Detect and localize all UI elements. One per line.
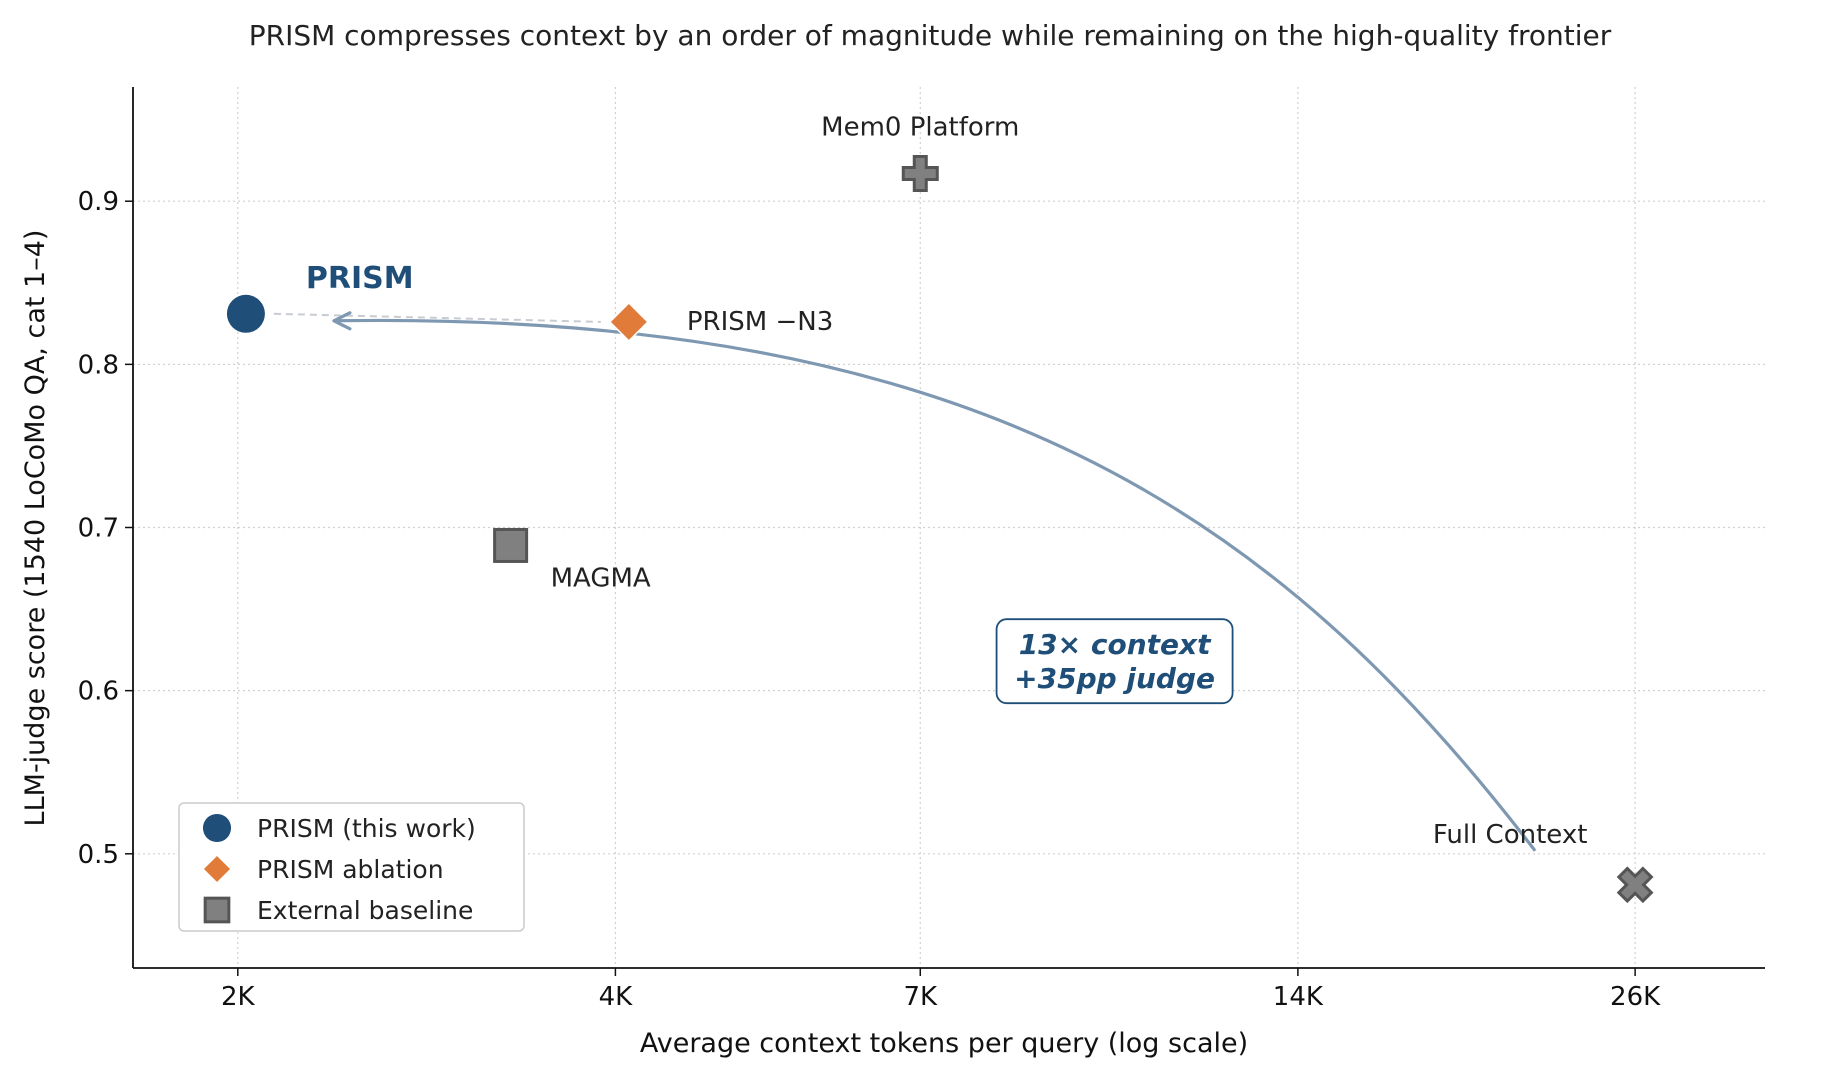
legend-swatch bbox=[202, 813, 232, 843]
x-tick-label: 2K bbox=[221, 982, 256, 1012]
y-axis-label: LLM-judge score (1540 LoCoMo QA, cat 1–4… bbox=[20, 230, 51, 827]
point-label: MAGMA bbox=[551, 563, 651, 593]
annotation-box: 13× context+35pp judge bbox=[995, 618, 1234, 705]
legend-swatch bbox=[201, 853, 233, 885]
axes: 2K 4K 7K 14K 26K 0.5 0.6 0.7 0.8 0.9 bbox=[78, 87, 1765, 1012]
x-axis-label: Average context tokens per query (log sc… bbox=[640, 1028, 1248, 1059]
legend-label: PRISM (this work) bbox=[257, 814, 476, 843]
legend-swatch bbox=[203, 896, 231, 924]
point-full-context bbox=[1616, 866, 1654, 904]
point-magma bbox=[493, 527, 529, 563]
point-label: PRISM bbox=[306, 261, 414, 296]
arrow-head bbox=[332, 311, 352, 331]
point-labels: PRISM PRISM −N3 MAGMA Mem0 Platform Full Con… bbox=[306, 112, 1587, 849]
legend-label: PRISM ablation bbox=[257, 855, 444, 884]
legend: PRISM (this work) PRISM ablation External … bbox=[178, 802, 525, 932]
y-tick-label: 0.7 bbox=[78, 514, 119, 544]
x-tick-label: 4K bbox=[599, 982, 634, 1012]
x-tick-label: 7K bbox=[903, 982, 938, 1012]
frontier-curve bbox=[273, 311, 1537, 852]
point-label: Mem0 Platform bbox=[821, 112, 1019, 142]
point-label: PRISM −N3 bbox=[687, 307, 833, 337]
y-tick-label: 0.5 bbox=[78, 840, 119, 870]
x-tick-label: 26K bbox=[1610, 982, 1661, 1012]
point-label: Full Context bbox=[1433, 820, 1588, 850]
point-mem0-platform bbox=[901, 154, 939, 192]
y-tick-label: 0.6 bbox=[78, 677, 119, 707]
legend-frame bbox=[178, 802, 525, 932]
legend-label: External baseline bbox=[257, 896, 473, 925]
y-tick-label: 0.8 bbox=[78, 350, 119, 380]
data-points bbox=[226, 154, 1654, 904]
y-tick-label: 0.9 bbox=[78, 187, 119, 217]
annotation-line: 13× context bbox=[1019, 628, 1212, 661]
annotation-frame bbox=[995, 618, 1234, 705]
connector-line bbox=[273, 312, 601, 323]
grid bbox=[133, 87, 1765, 968]
annotation-line: +35pp judge bbox=[1014, 662, 1215, 695]
point-prism-n3 bbox=[608, 301, 649, 342]
frontier-arrow bbox=[333, 318, 1537, 852]
chart-title: PRISM compresses context by an order of … bbox=[249, 19, 1612, 52]
point-prism bbox=[226, 294, 265, 333]
x-tick-label: 14K bbox=[1273, 982, 1324, 1012]
